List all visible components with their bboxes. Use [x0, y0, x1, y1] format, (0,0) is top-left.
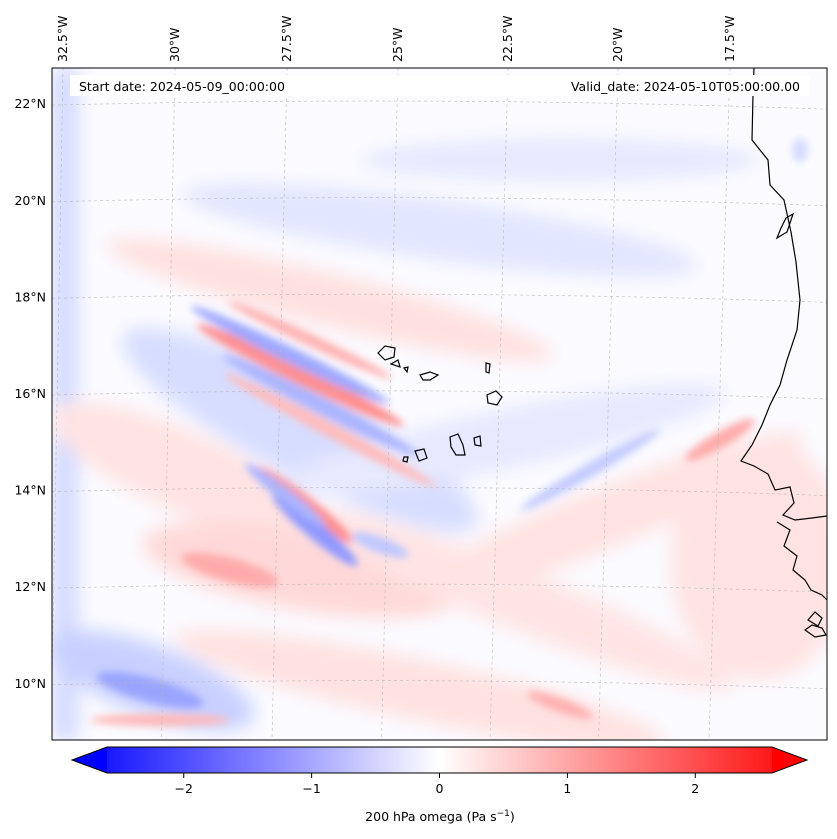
- colorbar-outline: [70, 746, 809, 774]
- longitude-tick-label: 17.5°W: [722, 16, 737, 62]
- colorbar-ticks: −2 −1 0 1 2: [175, 773, 699, 796]
- longitude-labels: 32.5°W 30°W 27.5°W 25°W 22.5°W 20°W 17.5°W: [55, 16, 737, 62]
- colorbar-tick-label: −1: [302, 781, 320, 796]
- colorbar: −2 −1 0 1 2 200 hPa omega (Pa s−1): [70, 746, 809, 824]
- latitude-tick-label: 22°N: [14, 96, 46, 111]
- map-area: [52, 68, 827, 740]
- meridian-line: [271, 68, 288, 740]
- colorbar-tick-label: −2: [175, 781, 193, 796]
- latitude-tick-label: 16°N: [14, 386, 46, 401]
- omega-field-broad: [52, 68, 827, 740]
- longitude-tick-label: 22.5°W: [500, 16, 515, 62]
- meridian-line: [381, 68, 399, 740]
- meridian-line: [489, 68, 509, 740]
- colorbar-label: 200 hPa omega (Pa s−1): [365, 809, 515, 824]
- colorbar-extend-low: [72, 747, 107, 773]
- meridian-line: [161, 68, 176, 740]
- longitude-tick-label: 32.5°W: [55, 16, 70, 62]
- latitude-tick-label: 20°N: [14, 193, 46, 208]
- colorbar-tick-label: 2: [691, 781, 699, 796]
- latitude-tick-label: 10°N: [14, 676, 46, 691]
- latitude-tick-label: 18°N: [14, 289, 46, 304]
- info-box: [70, 75, 810, 96]
- meridian-line: [708, 68, 731, 740]
- colorbar-tick-label: 0: [436, 781, 444, 796]
- omega-field-streaks: [90, 138, 808, 726]
- parallel-line: [52, 100, 827, 110]
- meridian-line: [598, 68, 619, 740]
- longitude-tick-label: 20°W: [610, 27, 625, 62]
- parallel-line: [52, 390, 827, 400]
- start-date-label: Start date: 2024-05-09_00:00:00: [79, 79, 285, 94]
- latitude-tick-label: 14°N: [14, 483, 46, 498]
- parallel-line: [52, 293, 827, 303]
- colorbar-extend-high: [772, 747, 807, 773]
- latitude-tick-label: 12°N: [14, 579, 46, 594]
- colorbar-fill: [72, 747, 807, 773]
- valid-date-label: Valid_date: 2024-05-10T05:00:00.00: [571, 79, 800, 94]
- coastline-africa: [740, 68, 827, 638]
- longitude-tick-label: 30°W: [167, 27, 182, 62]
- parallel-line: [52, 487, 827, 496]
- colorbar-tick-label: 1: [563, 781, 571, 796]
- meridian-line: [52, 68, 64, 704]
- parallel-line: [52, 197, 827, 207]
- latitude-labels: 22°N 20°N 18°N 16°N 14°N 12°N 10°N: [14, 96, 46, 691]
- parallel-line: [52, 583, 827, 593]
- cabo-verde-islands: [377, 345, 503, 463]
- gridlines: [52, 68, 827, 740]
- map-frame: [51, 67, 828, 741]
- longitude-tick-label: 25°W: [390, 27, 405, 62]
- parallel-line: [52, 680, 827, 690]
- longitude-tick-label: 27.5°W: [279, 16, 294, 62]
